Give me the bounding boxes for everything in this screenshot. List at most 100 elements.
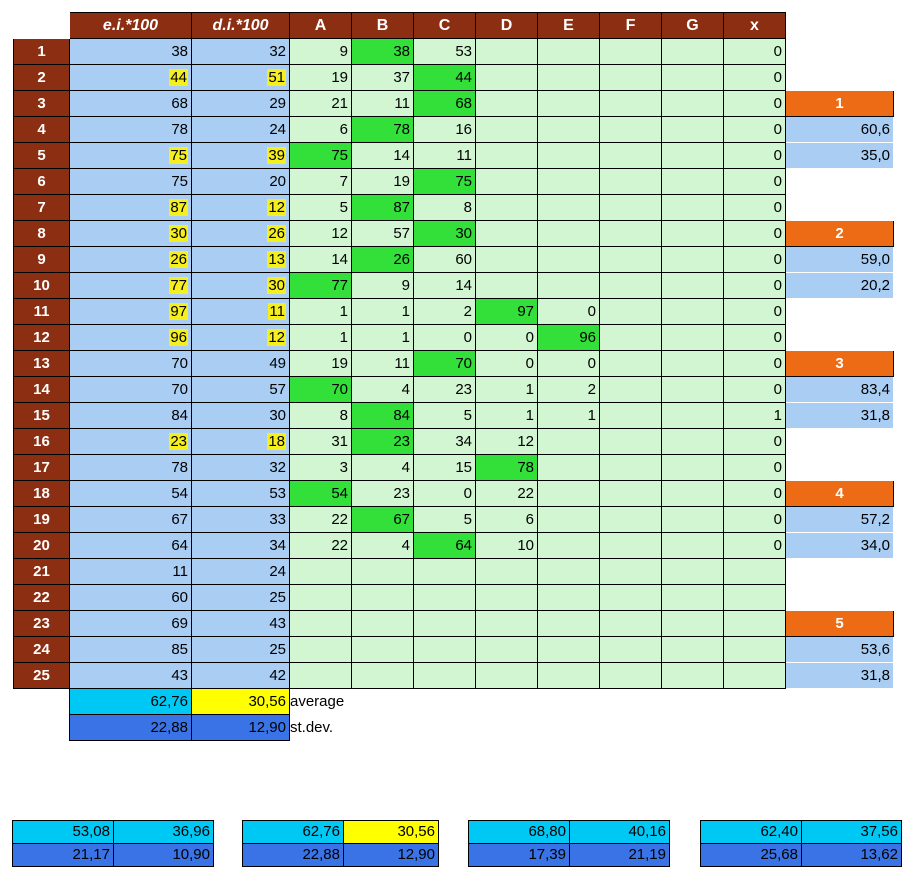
cell-g xyxy=(661,220,724,247)
cell-d xyxy=(475,636,538,663)
side-summary-cell xyxy=(785,64,894,91)
table-row: 9 26 13 14 26 60 0 59,0 xyxy=(13,246,894,273)
cell-g xyxy=(661,662,724,689)
cell-c xyxy=(413,610,476,637)
spacer xyxy=(475,688,538,715)
side-summary-cell: 53,6 xyxy=(785,636,894,663)
cell-a: 54 xyxy=(289,480,352,507)
ei-cell: 78 xyxy=(69,116,192,143)
summary-sd-ei: 21,17 xyxy=(12,843,114,867)
cell-g xyxy=(661,350,724,377)
column-header: C xyxy=(413,12,476,39)
cell-a: 70 xyxy=(289,376,352,403)
column-header: G xyxy=(661,12,724,39)
stat-ei: 22,88 xyxy=(69,714,192,741)
cell-x: 0 xyxy=(723,324,786,351)
ei-cell: 75 xyxy=(69,168,192,195)
summary-sd-ei: 25,68 xyxy=(700,843,802,867)
spacer xyxy=(723,714,786,741)
cell-x: 0 xyxy=(723,350,786,377)
ei-cell: 70 xyxy=(69,350,192,377)
column-header xyxy=(13,12,70,39)
cell-e xyxy=(537,584,600,611)
summary-avg-di: 30,56 xyxy=(343,820,439,844)
table-row: 13 70 49 19 11 70 0 0 0 3 xyxy=(13,350,894,377)
cell-e xyxy=(537,142,600,169)
table-row: 14 70 57 70 4 23 1 2 0 83,4 xyxy=(13,376,894,403)
cell-x: 0 xyxy=(723,64,786,91)
row-number: 9 xyxy=(13,246,70,273)
column-header: F xyxy=(599,12,662,39)
highlighted-value: 39 xyxy=(267,147,286,164)
summary-avg-di: 40,16 xyxy=(569,820,670,844)
cell-x: 0 xyxy=(723,376,786,403)
cell-g xyxy=(661,376,724,403)
spacer xyxy=(537,714,600,741)
cell-a: 31 xyxy=(289,428,352,455)
cell-b: 14 xyxy=(351,142,414,169)
cell-b: 4 xyxy=(351,454,414,481)
spacer xyxy=(413,688,476,715)
cell-c: 60 xyxy=(413,246,476,273)
side-summary-cell xyxy=(785,558,894,585)
column-header: D xyxy=(475,12,538,39)
row-number: 19 xyxy=(13,506,70,533)
cell-d xyxy=(475,168,538,195)
column-header: d.i.*100 xyxy=(191,12,290,39)
row-number: 5 xyxy=(13,142,70,169)
column-header: E xyxy=(537,12,600,39)
cell-a xyxy=(289,662,352,689)
cell-x xyxy=(723,662,786,689)
cell-x xyxy=(723,610,786,637)
cell-c: 15 xyxy=(413,454,476,481)
cell-c: 14 xyxy=(413,272,476,299)
di-cell: 20 xyxy=(191,168,290,195)
side-summary-cell: 31,8 xyxy=(785,662,894,689)
di-cell: 32 xyxy=(191,454,290,481)
cell-e xyxy=(537,480,600,507)
row-number: 6 xyxy=(13,168,70,195)
ei-cell: 69 xyxy=(69,610,192,637)
cell-c xyxy=(413,558,476,585)
cell-a: 8 xyxy=(289,402,352,429)
cell-b: 23 xyxy=(351,428,414,455)
cell-e xyxy=(537,168,600,195)
cell-f xyxy=(599,246,662,273)
table-row: 2 44 51 19 37 44 0 xyxy=(13,64,894,91)
row-number: 12 xyxy=(13,324,70,351)
cell-g xyxy=(661,558,724,585)
highlighted-value: 97 xyxy=(169,303,188,320)
table-row: 19 67 33 22 67 5 6 0 57,2 xyxy=(13,506,894,533)
highlighted-value: 96 xyxy=(169,329,188,346)
di-cell: 18 xyxy=(191,428,290,455)
summary-avg-di: 36,96 xyxy=(113,820,214,844)
cell-d xyxy=(475,662,538,689)
table-row: 24 85 25 53,6 xyxy=(13,636,894,663)
cell-d xyxy=(475,272,538,299)
di-cell: 53 xyxy=(191,480,290,507)
cell-b xyxy=(351,662,414,689)
ei-cell: 11 xyxy=(69,558,192,585)
cell-d xyxy=(475,558,538,585)
di-cell: 12 xyxy=(191,194,290,221)
highlighted-value: 51 xyxy=(267,69,286,86)
cell-g xyxy=(661,584,724,611)
cell-c: 75 xyxy=(413,168,476,195)
cell-a: 7 xyxy=(289,168,352,195)
di-cell: 13 xyxy=(191,246,290,273)
cell-b: 78 xyxy=(351,116,414,143)
side-summary-cell: 5 xyxy=(785,610,894,637)
highlighted-value: 13 xyxy=(267,251,286,268)
highlighted-value: 77 xyxy=(169,277,188,294)
ei-cell: 85 xyxy=(69,636,192,663)
summary-avg-ei: 62,76 xyxy=(242,820,344,844)
side-summary-cell: 60,6 xyxy=(785,116,894,143)
side-summary-cell: 4 xyxy=(785,480,894,507)
cell-c: 5 xyxy=(413,402,476,429)
cell-d xyxy=(475,194,538,221)
cell-f xyxy=(599,506,662,533)
stat-di: 30,56 xyxy=(191,688,290,715)
side-summary-cell: 20,2 xyxy=(785,272,894,299)
row-number: 24 xyxy=(13,636,70,663)
